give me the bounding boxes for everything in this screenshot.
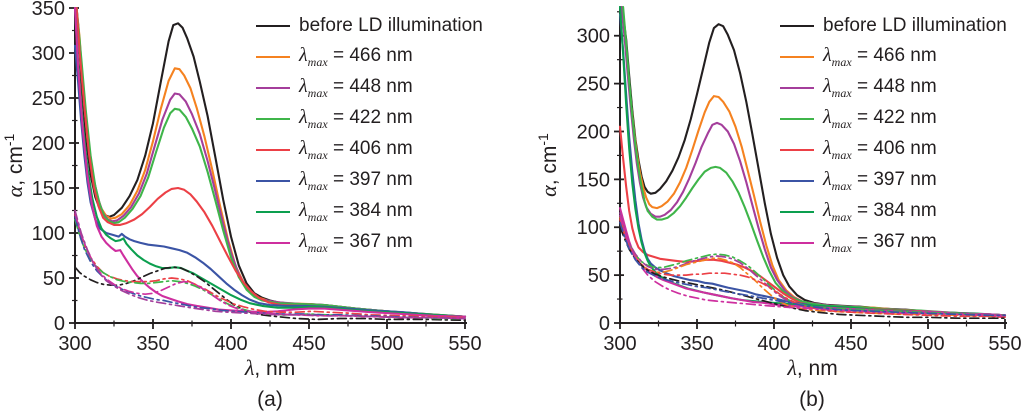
legend-line-swatch [256, 179, 290, 182]
legend-item-422: λmax = 422 nm [780, 103, 1007, 134]
series-aux-green-dashdot [619, 214, 1006, 317]
y-axis-label: α, cm-1 [1, 133, 27, 197]
y-tick-label: 250 [32, 88, 65, 110]
legend-item-before-ld: before LD illumination [256, 10, 483, 41]
y-tick-label: 250 [577, 74, 610, 96]
legend-line-swatch [256, 117, 290, 120]
legend-item-397: λmax = 397 nm [256, 165, 483, 196]
y-tick-label: 200 [32, 133, 65, 155]
x-tick-label: 500 [370, 333, 403, 355]
legend-item-406: λmax = 406 nm [256, 134, 483, 165]
absorption-spectra-chart-b: 0 50 100 150 200 250 300 300 350 400 450 500 550 α, c… [535, 6, 1022, 380]
x-axis-label: λ, nm [786, 355, 837, 380]
legend-item-448: λmax = 448 nm [780, 72, 1007, 103]
series-lmax-422 [75, 7, 467, 318]
legend-line-swatch [256, 55, 290, 58]
x-tick-label: 550 [988, 333, 1021, 355]
x-tick-label: 350 [136, 333, 169, 355]
x-tick-label: 350 [680, 333, 713, 355]
spectra-panel-a: 0 50 100 150 200 250 300 350 300 350 400 450 500 550 α… [1, 0, 483, 411]
legend-item-422: λmax = 422 nm [256, 103, 483, 134]
y-tick-label: 350 [32, 0, 65, 20]
legend-line-swatch [780, 148, 814, 151]
series-aux-purple-dashdot [74, 209, 466, 320]
series-aux-magenta-dashdot [619, 214, 1006, 318]
legend-label: λmax = 384 nm [823, 199, 937, 224]
legend-line-swatch [780, 55, 814, 58]
legend-item-before-ld: before LD illumination [780, 10, 1007, 41]
legend-label: λmax = 397 nm [823, 168, 937, 193]
y-tick-label: 150 [32, 178, 65, 200]
series-aux-purple-dashdot [619, 212, 1006, 318]
y-tick-label: 50 [588, 265, 610, 287]
legend-item-367: λmax = 367 nm [780, 227, 1007, 258]
legend-item-406: λmax = 406 nm [780, 134, 1007, 165]
legend-label: λmax = 384 nm [299, 199, 413, 224]
legend-label: λmax = 406 nm [299, 137, 413, 162]
series-lmax-367 [74, 7, 467, 318]
y-axis-label: α, cm-1 [535, 133, 561, 197]
series-lmax-397 [74, 44, 467, 318]
legend-label: λmax = 367 nm [823, 230, 937, 255]
legend-line-swatch [256, 148, 290, 151]
x-tick-label: 450 [292, 333, 325, 355]
y-tick-label: 50 [43, 268, 65, 290]
legend-item-448: λmax = 448 nm [256, 72, 483, 103]
legend-label: λmax = 422 nm [299, 106, 413, 131]
legend-line-swatch [780, 179, 814, 182]
x-tick-label: 400 [214, 333, 247, 355]
series-aux-red-dashdot [619, 218, 1006, 319]
legend-line-swatch [256, 210, 290, 213]
legend-label: λmax = 466 nm [299, 44, 413, 69]
x-tick-label: 300 [603, 333, 636, 355]
x-tick-label: 500 [911, 333, 944, 355]
y-tick-label: 100 [32, 223, 65, 245]
panel-caption-a: (a) [257, 388, 283, 411]
legend-label: λmax = 422 nm [823, 106, 937, 131]
y-tick-label: 300 [577, 26, 610, 48]
legend-label: λmax = 406 nm [823, 137, 937, 162]
series-aux-blue-dashdot [619, 221, 1006, 317]
x-tick-label: 300 [58, 333, 91, 355]
legend-line-swatch [780, 210, 814, 213]
x-tick-label: 550 [448, 333, 481, 355]
y-tick-label: 0 [599, 313, 610, 335]
legend-line-swatch [780, 241, 814, 244]
legend-label: λmax = 397 nm [299, 168, 413, 193]
series-aux-black-dashdot [619, 226, 1006, 320]
legend-item-397: λmax = 397 nm [780, 165, 1007, 196]
absorption-spectra-chart-a: 0 50 100 150 200 250 300 350 300 350 400 450 500 550 α… [1, 0, 482, 380]
x-tick-label: 400 [757, 333, 790, 355]
legend-line-swatch [780, 86, 814, 89]
legend-label: before LD illumination [299, 15, 483, 36]
legend-label: λmax = 448 nm [823, 75, 937, 100]
series-aux-black-dashdot [74, 266, 466, 322]
legend-line-swatch [780, 24, 814, 27]
legend-item-367: λmax = 367 nm [256, 227, 483, 258]
legend-a: before LD illumination λmax = 466 nm λmax … [256, 10, 483, 258]
legend-label: λmax = 466 nm [823, 44, 937, 69]
y-tick-label: 100 [577, 217, 610, 239]
x-tick-label: 450 [834, 333, 867, 355]
y-tick-label: 200 [577, 121, 610, 143]
x-axis-label: λ, nm [244, 355, 295, 380]
legend-line-swatch [256, 24, 290, 27]
legend-item-466: λmax = 466 nm [780, 41, 1007, 72]
legend-label: before LD illumination [823, 15, 1007, 36]
y-tick-label: 0 [54, 313, 65, 335]
legend-line-swatch [256, 86, 290, 89]
legend-b: before LD illumination λmax = 466 nm λmax … [780, 10, 1007, 258]
panel-caption-b: (b) [799, 388, 825, 411]
legend-item-384: λmax = 384 nm [780, 196, 1007, 227]
y-tick-label: 300 [32, 43, 65, 65]
spectra-panel-b: 0 50 100 150 200 250 300 300 350 400 450 500 550 α, c… [512, 0, 1024, 417]
legend-line-swatch [780, 117, 814, 120]
legend-item-384: λmax = 384 nm [256, 196, 483, 227]
legend-label: λmax = 448 nm [299, 75, 413, 100]
y-tick-label: 150 [577, 169, 610, 191]
legend-item-466: λmax = 466 nm [256, 41, 483, 72]
legend-line-swatch [256, 241, 290, 244]
legend-label: λmax = 367 nm [299, 230, 413, 255]
